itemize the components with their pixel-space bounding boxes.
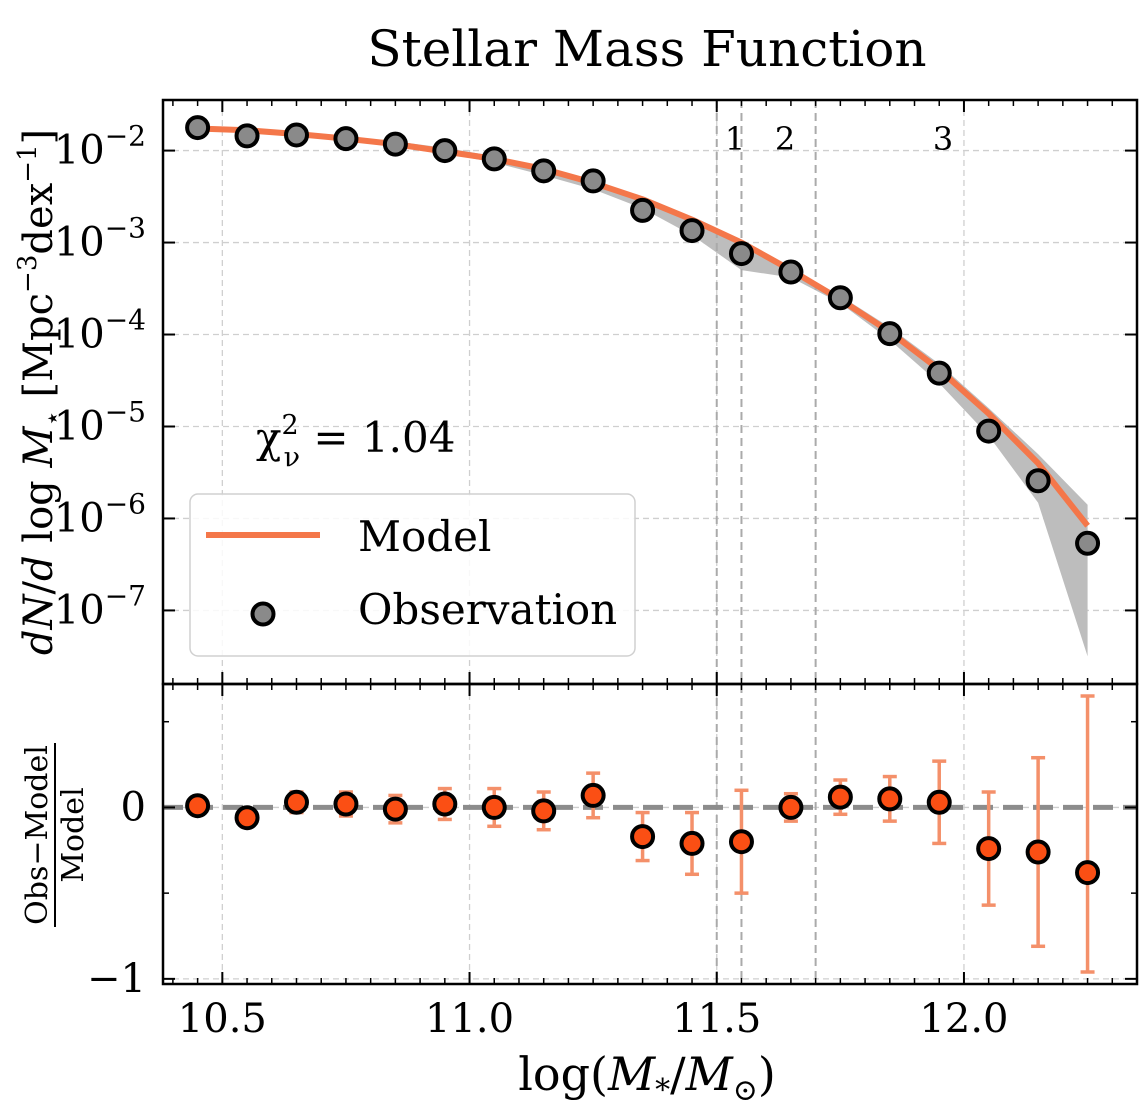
observation-point bbox=[877, 321, 903, 347]
observation-point bbox=[630, 197, 656, 223]
top-y-tick-label: 10−6 bbox=[54, 487, 146, 541]
observation-point bbox=[728, 241, 754, 267]
residual-point bbox=[580, 782, 606, 808]
observation-point bbox=[432, 138, 458, 164]
residual-point bbox=[728, 829, 754, 855]
observation-point bbox=[382, 131, 408, 157]
x-tick-label: 10.5 bbox=[178, 996, 267, 1042]
x-axis-label: log(M*/M⊙) bbox=[518, 1047, 776, 1104]
model-curve-layer bbox=[197, 125, 1090, 528]
x-tick-label: 11.0 bbox=[425, 996, 514, 1042]
top-y-axis-label: dN/d log M⋆ [Mpc−3dex−1] bbox=[13, 129, 68, 655]
axis-ticks bbox=[163, 100, 1137, 984]
residual-point bbox=[283, 789, 309, 815]
vertical-line-label: 1 bbox=[725, 120, 745, 158]
bottom-y-tick-label: 0 bbox=[121, 784, 146, 830]
legend-observation-label: Observation bbox=[358, 585, 617, 634]
legend-model-label: Model bbox=[358, 512, 491, 561]
observation-point bbox=[679, 218, 705, 244]
observation-point bbox=[283, 122, 309, 148]
model-line bbox=[197, 125, 1090, 528]
residual-point bbox=[432, 791, 458, 817]
observation-point bbox=[234, 123, 260, 149]
top-y-tick-label: 10−7 bbox=[54, 579, 146, 633]
residual-label-fraction: Obs−Model Model bbox=[20, 743, 91, 927]
top-y-tick-label: 10−2 bbox=[54, 120, 146, 174]
residual-point bbox=[333, 791, 359, 817]
top-y-tick-label: 10−3 bbox=[54, 212, 146, 266]
residual-point bbox=[481, 794, 507, 820]
observation-point bbox=[580, 168, 606, 194]
residual-point bbox=[926, 789, 952, 815]
residual-point bbox=[185, 793, 211, 819]
legend: Model Observation bbox=[189, 493, 636, 657]
observation-point bbox=[926, 360, 952, 386]
observation-point bbox=[531, 158, 557, 184]
residual-point bbox=[1025, 839, 1051, 865]
residual-points-layer bbox=[185, 694, 1101, 974]
residual-label-numerator: Obs−Model bbox=[20, 745, 55, 925]
chart-title: Stellar Mass Function bbox=[367, 20, 926, 78]
x-tick-label: 12.0 bbox=[919, 996, 1008, 1042]
residual-point bbox=[234, 805, 260, 831]
observation-point bbox=[481, 146, 507, 172]
observation-points-layer bbox=[185, 115, 1101, 556]
bottom-y-tick-label: −1 bbox=[87, 956, 146, 1002]
observation-point bbox=[778, 259, 804, 285]
residual-point bbox=[976, 836, 1002, 862]
top-y-tick-label: 10−4 bbox=[54, 304, 146, 358]
chi-square-value: χ2 ν = 1.04 bbox=[256, 410, 455, 473]
bottom-panel-frame bbox=[161, 682, 1139, 986]
residual-label-denominator: Model bbox=[56, 787, 91, 882]
residual-point bbox=[630, 824, 656, 850]
residual-point bbox=[877, 786, 903, 812]
axis-tick-labels: 10.5 11.0 11.5 12.0 10−2 10−3 10−4 10−5 10−6 10−7… bbox=[54, 120, 1009, 1042]
bottom-y-axis-label: Obs−Model Model bbox=[20, 743, 91, 927]
legend-observation-swatch bbox=[250, 601, 276, 627]
panel-frames bbox=[161, 98, 1139, 986]
observation-point bbox=[827, 285, 853, 311]
observation-point bbox=[333, 126, 359, 152]
x-tick-label: 11.5 bbox=[672, 996, 761, 1042]
residual-point bbox=[382, 796, 408, 822]
chi-square-annotation: χ2 ν = 1.04 bbox=[256, 410, 455, 473]
vertical-line-label: 3 bbox=[933, 120, 953, 158]
residual-point bbox=[827, 784, 853, 810]
observation-point bbox=[1025, 468, 1051, 494]
residual-point bbox=[1075, 860, 1101, 886]
residual-point bbox=[778, 794, 804, 820]
observation-point bbox=[976, 418, 1002, 444]
residual-point bbox=[679, 830, 705, 856]
observation-point bbox=[185, 115, 211, 141]
observation-point bbox=[1075, 530, 1101, 556]
vertical-line-label: 2 bbox=[775, 120, 795, 158]
residual-point bbox=[531, 798, 557, 824]
top-y-tick-label: 10−5 bbox=[54, 395, 146, 449]
